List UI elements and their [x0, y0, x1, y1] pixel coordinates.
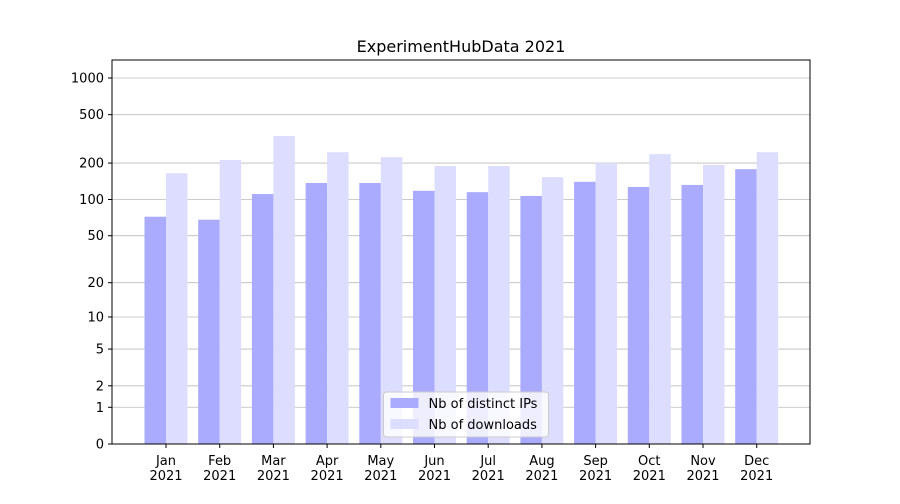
chart-title: ExperimentHubData 2021 [357, 37, 566, 56]
y-tick-label: 5 [96, 343, 104, 358]
x-tick-label-line: Feb [208, 454, 231, 469]
x-tick-label-line: 2021 [525, 469, 558, 484]
x-tick-label-line: Mar [261, 454, 286, 469]
y-tick-label: 200 [79, 157, 104, 172]
y-tick-label: 1 [96, 401, 104, 416]
bar [219, 159, 242, 444]
x-tick-label: Oct 2021 [633, 454, 666, 484]
x-tick-label-line: Sep [583, 454, 608, 469]
x-tick-label-line: Oct [638, 454, 660, 469]
x-tick-label: Apr 2021 [311, 454, 344, 484]
bar [649, 154, 671, 444]
y-tick-label: 50 [87, 229, 104, 244]
x-tick-label-line: Nov [690, 454, 716, 469]
x-tick-label-line: Jul [479, 454, 496, 469]
x-tick-label-line: 2021 [311, 469, 344, 484]
x-tick-label-line: 2021 [472, 469, 505, 484]
x-tick-label: Jun 2021 [418, 454, 451, 484]
bar [166, 173, 188, 444]
bar [380, 157, 403, 445]
x-tick-label-line: 2021 [364, 469, 397, 484]
legend-swatch [390, 419, 419, 429]
bar [574, 181, 596, 444]
x-tick-label: Feb 2021 [203, 454, 236, 484]
y-tick-label: 20 [87, 276, 104, 291]
bar [756, 152, 779, 444]
x-tick-label-line: Jan [155, 454, 176, 469]
bar [595, 163, 618, 444]
x-tick-label-line: Jun [423, 454, 444, 469]
x-tick-label-line: 2021 [418, 469, 451, 484]
x-tick-label: Jan 2021 [149, 454, 182, 484]
x-tick-label: Mar 2021 [257, 454, 290, 484]
legend-box [383, 391, 549, 438]
x-tick-label-line: 2021 [686, 469, 719, 484]
bar [627, 186, 650, 444]
x-tick-label-line: Apr [316, 454, 339, 469]
bar [198, 219, 220, 444]
axes-frame [111, 59, 811, 445]
bar [273, 135, 295, 444]
x-tick-label: Nov 2021 [686, 454, 719, 484]
x-tick-label-line: 2021 [149, 469, 182, 484]
x-tick-label-line: Aug [529, 454, 554, 469]
legend-label: Nb of downloads [429, 418, 538, 433]
bar [681, 184, 703, 444]
x-tick-label: Dec 2021 [740, 454, 773, 484]
y-tick-label: 1000 [71, 71, 104, 86]
x-tick-label: Sep 2021 [579, 454, 612, 484]
x-tick-label: May 2021 [364, 454, 397, 484]
y-tick-label: 500 [79, 108, 104, 123]
bar [144, 216, 166, 444]
legend-label: Nb of distinct IPs [429, 397, 538, 412]
y-tick-label: 10 [87, 310, 104, 325]
bar [735, 169, 757, 444]
bar [251, 194, 274, 444]
x-tick-label-line: 2021 [633, 469, 666, 484]
x-tick-label-line: 2021 [740, 469, 773, 484]
bar [488, 166, 510, 444]
y-tick-label: 100 [79, 193, 104, 208]
x-tick-label-line: 2021 [257, 469, 290, 484]
x-tick-label: Jul 2021 [472, 454, 505, 484]
y-tick-label: 2 [96, 379, 104, 394]
bar [520, 195, 542, 444]
bar [327, 152, 349, 444]
x-tick-label-line: May [367, 454, 394, 469]
x-tick-label-line: Dec [744, 454, 769, 469]
bar [703, 164, 725, 444]
legend-swatch [390, 398, 419, 408]
bar [359, 182, 381, 444]
bar [466, 192, 489, 444]
bar [413, 190, 435, 444]
bar [541, 177, 564, 444]
x-tick-label-line: 2021 [579, 469, 612, 484]
x-tick-label-line: 2021 [203, 469, 236, 484]
y-tick-label: 0 [96, 438, 104, 453]
bar [434, 166, 456, 444]
x-tick-label: Aug 2021 [525, 454, 558, 484]
bar [305, 182, 328, 444]
